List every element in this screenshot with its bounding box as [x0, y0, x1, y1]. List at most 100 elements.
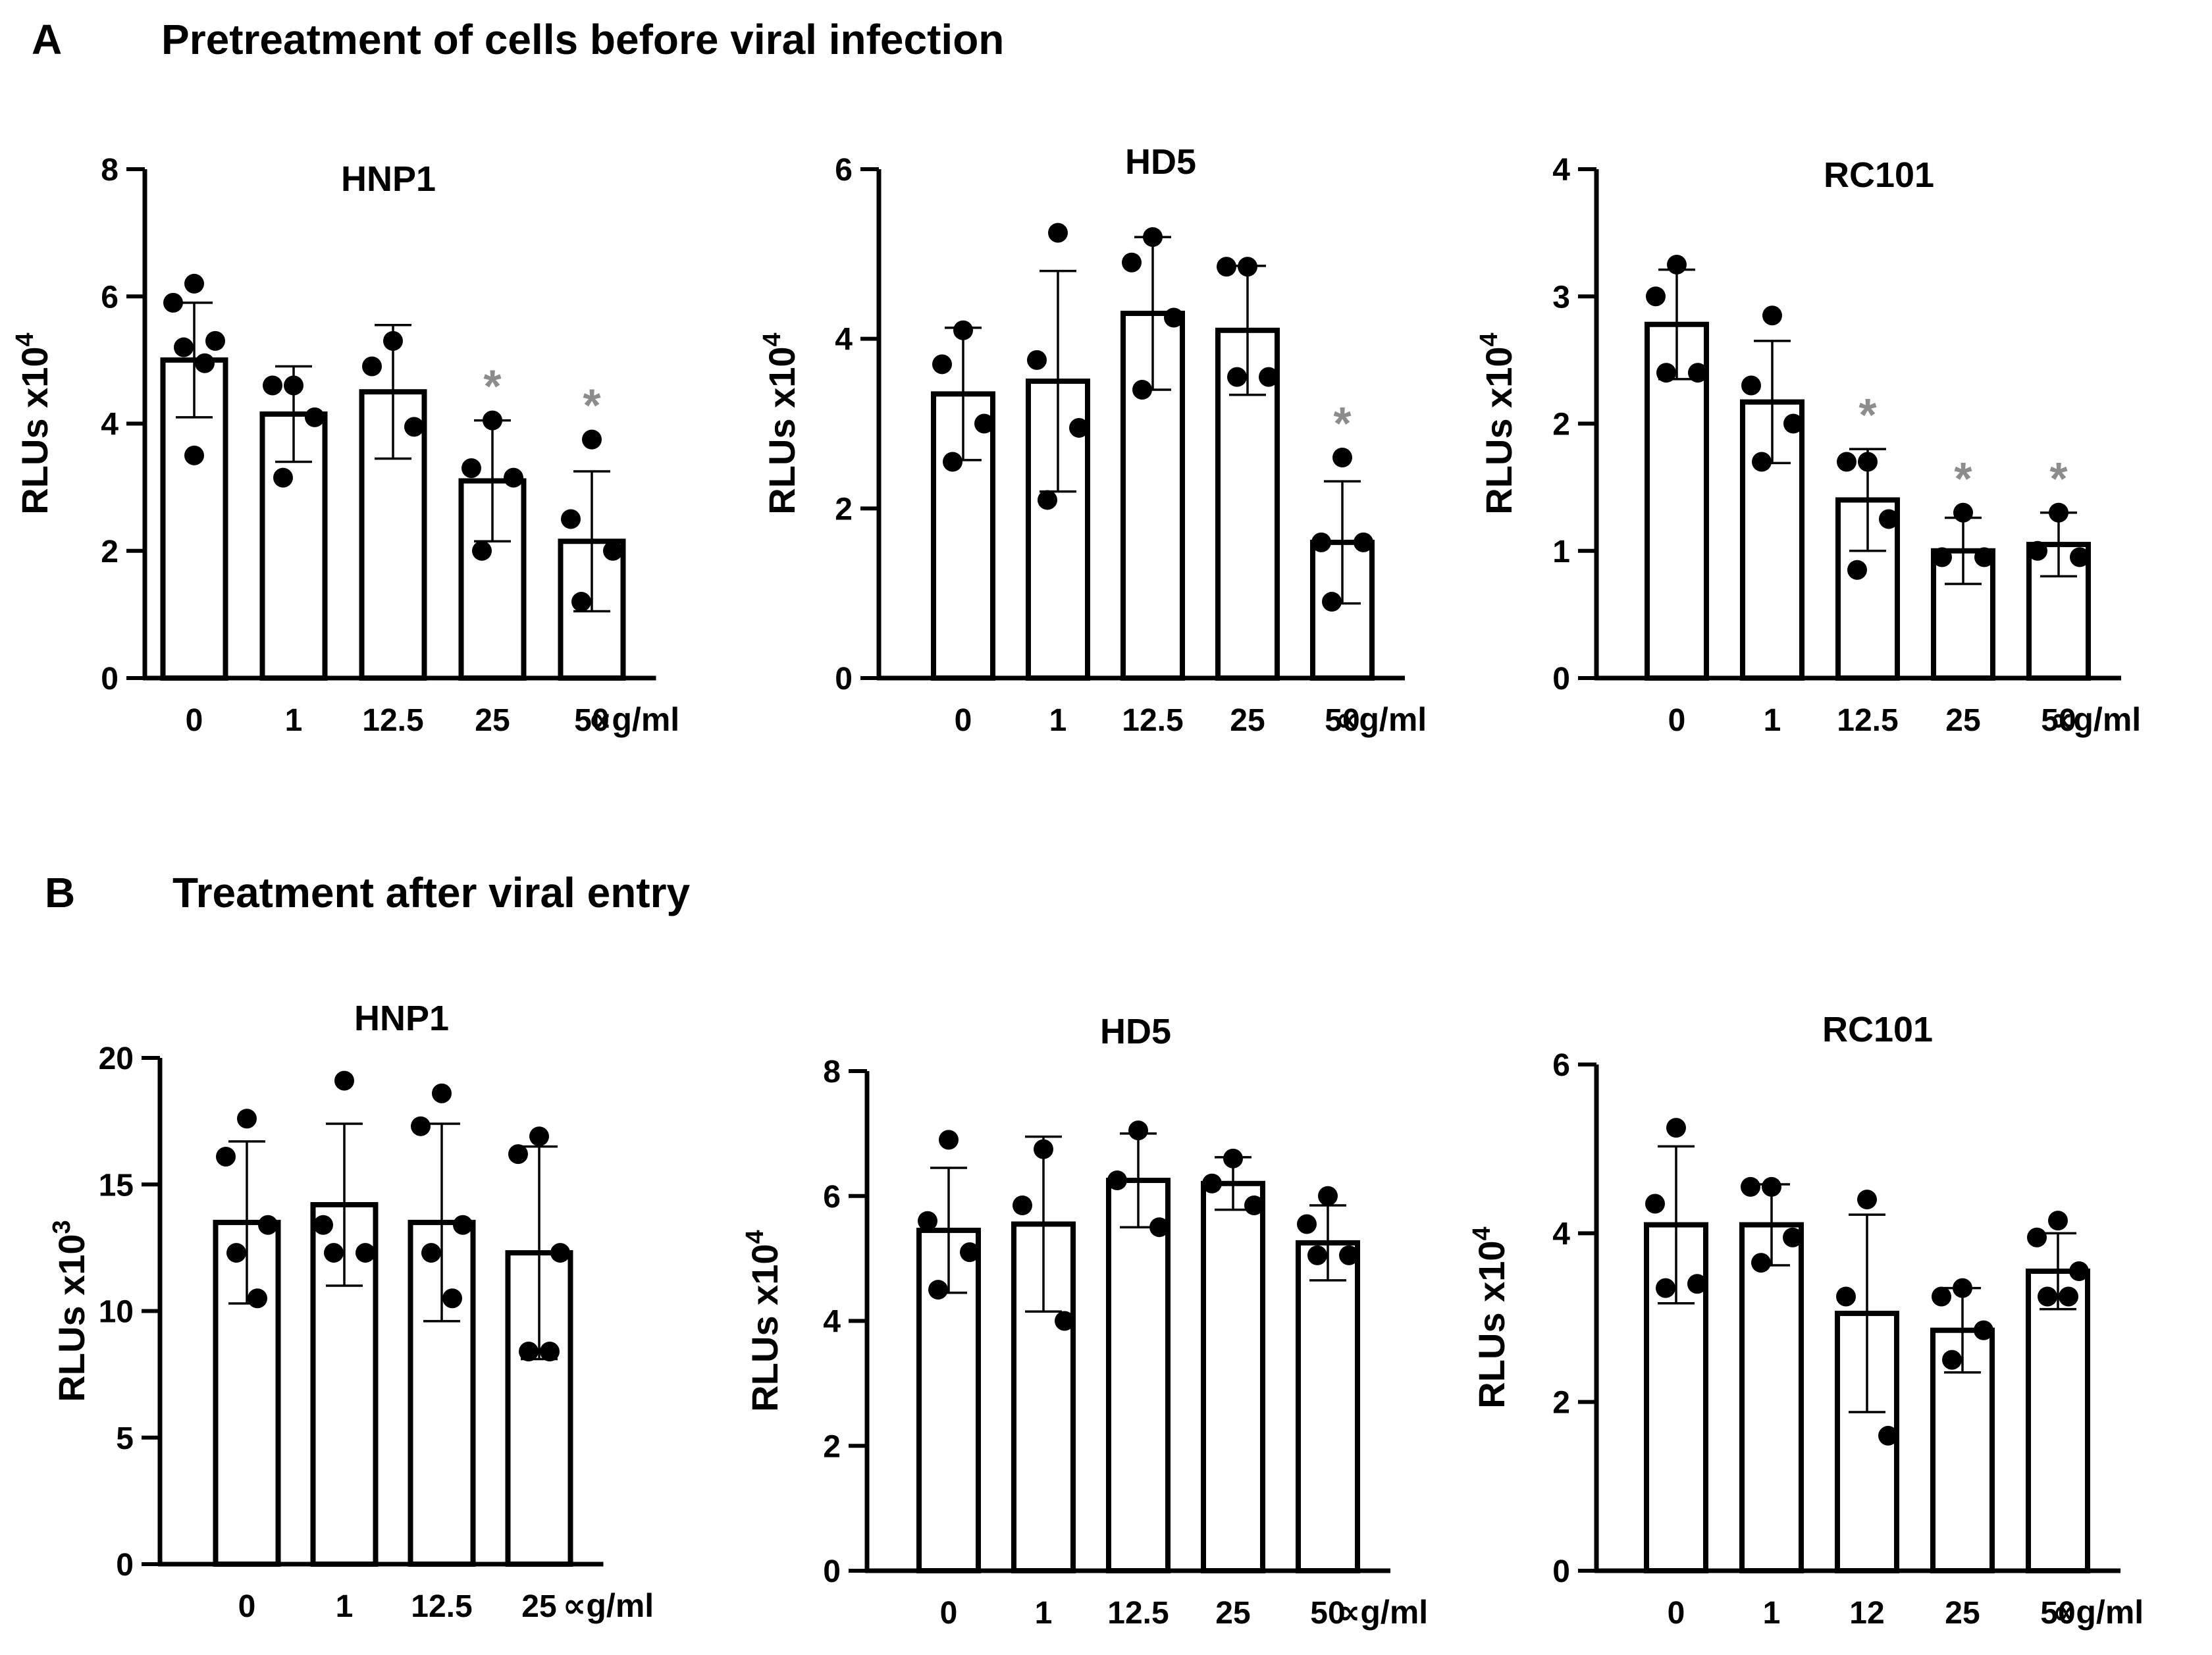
x-category-label: 0: [940, 1596, 958, 1631]
y-axis-label: RLUs x103: [48, 1220, 92, 1402]
y-tick-label: 6: [101, 280, 118, 315]
data-point: [1322, 592, 1342, 612]
panel-letter-b: B: [45, 869, 75, 916]
data-point: [974, 413, 994, 434]
data-point: [1339, 1245, 1359, 1265]
bar: [1106, 1178, 1171, 1573]
data-point: [1741, 375, 1761, 396]
x-category-label: 25: [1945, 1596, 1980, 1631]
y-tick-label: 4: [1552, 1217, 1570, 1251]
y-tick-label: 8: [823, 1055, 841, 1090]
data-point: [1318, 1186, 1338, 1206]
y-tick-label: 3: [1552, 280, 1570, 315]
data-point: [1048, 223, 1068, 243]
data-point: [258, 1215, 278, 1235]
y-axis-label-text: RLUs x10: [1478, 346, 1519, 514]
y-tick-label: 0: [101, 662, 118, 696]
x-unit-label: ∝g/ml: [2053, 1594, 2144, 1631]
x-unit-label: ∝g/ml: [589, 701, 679, 738]
y-tick-label: 2: [835, 492, 853, 527]
chart-title: HNP1: [341, 159, 436, 199]
y-axis-label-text: RLUs x10: [51, 1234, 92, 1402]
data-point: [1122, 252, 1142, 273]
data-point: [1688, 363, 1708, 383]
data-point: [1132, 379, 1152, 400]
x-category-label: 12.5: [1107, 1596, 1169, 1631]
data-point: [960, 1242, 980, 1263]
data-point: [334, 1070, 354, 1091]
data-point: [1128, 1120, 1148, 1141]
data-point: [1354, 532, 1373, 552]
x-unit-label: ∝g/ml: [1337, 1594, 1428, 1631]
data-point: [1741, 1176, 1760, 1197]
data-point: [1297, 1214, 1317, 1234]
data-point: [1953, 1278, 1972, 1298]
data-point: [174, 337, 194, 357]
data-point: [432, 1083, 452, 1103]
y-axis-label-text: RLUs x10: [14, 346, 55, 514]
data-point: [1259, 367, 1278, 387]
y-axis-label-exponent: 4: [11, 332, 39, 346]
data-point: [2059, 1286, 2078, 1307]
data-point: [273, 467, 293, 488]
data-point: [582, 429, 602, 450]
data-point: [1307, 1245, 1327, 1265]
y-tick-label: 0: [835, 662, 853, 696]
panel-letter-a: A: [32, 16, 62, 63]
data-point: [1666, 1118, 1686, 1138]
data-point: [1762, 305, 1782, 326]
data-point: [1847, 560, 1867, 580]
data-point: [1645, 1194, 1665, 1214]
y-tick-label: 1: [1552, 535, 1570, 569]
data-point: [1858, 452, 1878, 472]
y-tick-label: 0: [1552, 662, 1570, 696]
data-point: [1857, 1190, 1877, 1210]
data-point: [1878, 1425, 1898, 1446]
x-category-label: 1: [285, 703, 303, 738]
data-point: [483, 410, 502, 431]
y-tick-label: 15: [99, 1168, 134, 1203]
y-tick-label: 20: [99, 1041, 134, 1076]
x-category-label: 0: [238, 1589, 256, 1624]
x-category-label: 0: [955, 703, 972, 738]
chart-title: RC101: [1822, 1010, 1933, 1049]
data-point: [1836, 1286, 1856, 1307]
y-axis-label-exponent: 4: [1475, 332, 1503, 346]
data-point: [2069, 1261, 2089, 1282]
data-point: [1027, 350, 1047, 370]
x-category-label: 1: [1764, 703, 1781, 738]
data-point: [461, 458, 481, 479]
data-point: [1038, 490, 1057, 510]
data-point: [2038, 1286, 2057, 1307]
x-category-label: 12: [1849, 1596, 1884, 1631]
x-category-label: 50: [1325, 703, 1359, 738]
data-point: [1667, 254, 1687, 275]
data-point: [529, 1126, 549, 1147]
data-point: [184, 445, 204, 465]
y-tick-label: 4: [823, 1305, 841, 1340]
y-tick-label: 0: [116, 1548, 134, 1583]
y-axis-label-exponent: 4: [758, 332, 786, 346]
chart-title: HD5: [1100, 1012, 1171, 1051]
y-axis-label-exponent: 3: [48, 1220, 76, 1234]
data-point: [1149, 1217, 1169, 1238]
significance-star: *: [2049, 453, 2068, 504]
x-category-label: 25: [521, 1589, 556, 1624]
data-point: [1751, 1253, 1771, 1273]
data-point: [1332, 448, 1352, 468]
data-point: [571, 592, 591, 612]
data-point: [550, 1243, 570, 1263]
x-category-label: 1: [1035, 1596, 1053, 1631]
y-tick-label: 8: [101, 153, 118, 188]
chart-b-hnp1: HNP1 0 5 10 15 20 RLUs x103 0 1 12.5 25 ∝g/ml: [48, 999, 654, 1624]
y-tick-label: 4: [101, 407, 118, 442]
data-point: [918, 1211, 937, 1231]
data-point: [1942, 1350, 1962, 1370]
data-point: [237, 1109, 257, 1129]
data-point: [356, 1243, 375, 1263]
data-point: [1646, 286, 1666, 307]
data-point: [163, 292, 183, 313]
